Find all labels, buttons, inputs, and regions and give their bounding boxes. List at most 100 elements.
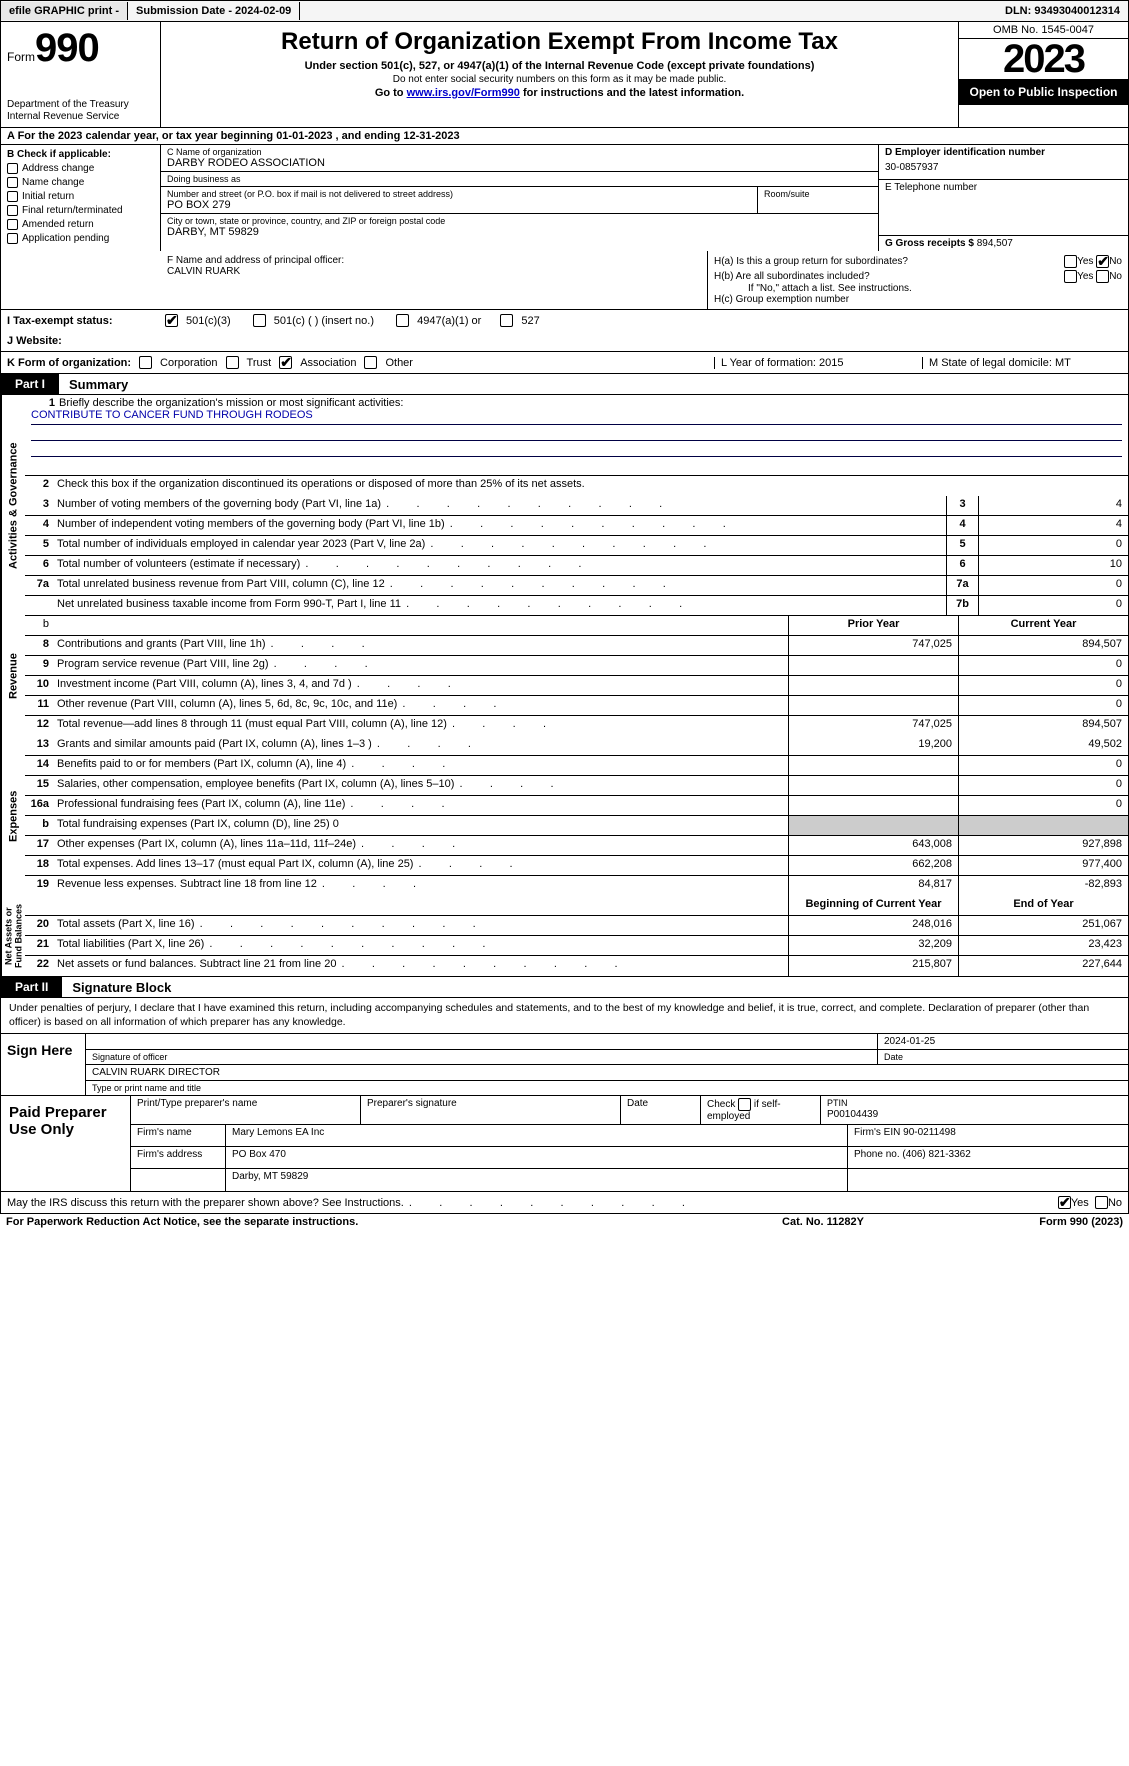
activities-governance-section: Activities & Governance 1 Briefly descri… xyxy=(0,395,1129,616)
efile-print-button[interactable]: efile GRAPHIC print - xyxy=(1,2,128,20)
prep-sig-header: Preparer's signature xyxy=(361,1096,621,1124)
ha-yes-checkbox[interactable] xyxy=(1064,255,1077,268)
exp-line-13: 13 Grants and similar amounts paid (Part… xyxy=(25,736,1128,756)
irs-link[interactable]: www.irs.gov/Form990 xyxy=(407,87,520,99)
discuss-question: May the IRS discuss this return with the… xyxy=(7,1197,1058,1209)
dba-cell: Doing business as xyxy=(161,172,878,187)
paid-preparer-label: Paid Preparer Use Only xyxy=(1,1096,131,1191)
phone-cell: E Telephone number xyxy=(879,180,1128,236)
gov-line-7b: Net unrelated business taxable income fr… xyxy=(25,596,1128,616)
cb-address-change[interactable]: Address change xyxy=(7,163,154,174)
vert-label-net: Net Assets or Fund Balances xyxy=(1,896,25,976)
cb-assoc[interactable] xyxy=(279,356,292,369)
firm-phone-value: (406) 821-3362 xyxy=(902,1149,970,1160)
discuss-preparer-row: May the IRS discuss this return with the… xyxy=(0,1192,1129,1214)
exp-line-16a: 16a Professional fundraising fees (Part … xyxy=(25,796,1128,816)
goto-suffix: for instructions and the latest informat… xyxy=(520,87,744,99)
discuss-yes-label: Yes xyxy=(1071,1197,1089,1209)
line-2-desc: Check this box if the organization disco… xyxy=(53,476,1128,496)
form-page-label: Form 990 (2023) xyxy=(923,1216,1123,1228)
cb-501c3[interactable] xyxy=(165,314,178,327)
cb-trust[interactable] xyxy=(226,356,239,369)
f-h-row: F Name and address of principal officer:… xyxy=(0,251,1129,310)
cb-4947[interactable] xyxy=(396,314,409,327)
exp-line-15: 15 Salaries, other compensation, employe… xyxy=(25,776,1128,796)
exp-line-14: 14 Benefits paid to or for members (Part… xyxy=(25,756,1128,776)
cb-name-change[interactable]: Name change xyxy=(7,177,154,188)
subtitle-section: Under section 501(c), 527, or 4947(a)(1)… xyxy=(171,60,948,72)
firm-addr-label: Firm's address xyxy=(131,1147,226,1168)
website-row: J Website: xyxy=(0,331,1129,352)
hb-note: If "No," attach a list. See instructions… xyxy=(748,283,1122,294)
hc-label: H(c) Group exemption number xyxy=(714,294,1122,305)
firm-addr1: PO Box 470 xyxy=(226,1147,848,1168)
street-label: Number and street (or P.O. box if mail i… xyxy=(167,189,751,199)
lbl-501c3: 501(c)(3) xyxy=(186,315,231,327)
org-name-cell: C Name of organization DARBY RODEO ASSOC… xyxy=(161,145,878,172)
net-assets-section: Net Assets or Fund Balances Beginning of… xyxy=(0,896,1129,977)
discuss-no-checkbox[interactable] xyxy=(1095,1196,1108,1209)
vert-label-governance: Activities & Governance xyxy=(1,395,25,616)
form-header: Form990 Department of the Treasury Inter… xyxy=(0,22,1129,128)
ha-no-checkbox[interactable] xyxy=(1096,255,1109,268)
mission-block: 1 Briefly describe the organization's mi… xyxy=(25,395,1128,476)
discuss-no-label: No xyxy=(1108,1197,1122,1209)
part-1-header: Part I Summary xyxy=(0,374,1129,395)
rev-line-11: 11 Other revenue (Part VIII, column (A),… xyxy=(25,696,1128,716)
vert-label-expenses: Expenses xyxy=(1,736,25,896)
hb-no-label: No xyxy=(1109,271,1122,282)
type-print-label: Type or print name and title xyxy=(86,1081,1128,1095)
cb-amended[interactable]: Amended return xyxy=(7,219,154,230)
part-2-header: Part II Signature Block xyxy=(0,977,1129,998)
state-domicile: M State of legal domicile: MT xyxy=(922,357,1122,369)
cb-other[interactable] xyxy=(364,356,377,369)
hb-yes-checkbox[interactable] xyxy=(1064,270,1077,283)
phone-label: E Telephone number xyxy=(885,182,1122,193)
k-label: K Form of organization: xyxy=(7,357,131,369)
prior-year-header: Prior Year xyxy=(788,616,958,635)
cb-initial-return[interactable]: Initial return xyxy=(7,191,154,202)
lbl-trust: Trust xyxy=(247,357,272,369)
part-2-tag: Part II xyxy=(1,977,62,997)
cb-501c[interactable] xyxy=(253,314,266,327)
website-label: J Website: xyxy=(7,335,62,347)
department-label: Department of the Treasury Internal Reve… xyxy=(7,99,154,123)
exp-line-19: 19 Revenue less expenses. Subtract line … xyxy=(25,876,1128,896)
paid-preparer-block: Paid Preparer Use Only Print/Type prepar… xyxy=(0,1096,1129,1192)
rev-header-row: b Prior Year Current Year xyxy=(25,616,1128,636)
hb-yes-label: Yes xyxy=(1077,271,1093,282)
cb-self-employed[interactable] xyxy=(738,1098,751,1111)
net-line-22: 22 Net assets or fund balances. Subtract… xyxy=(25,956,1128,976)
city-label: City or town, state or province, country… xyxy=(167,216,872,226)
rev-line-8: 8 Contributions and grants (Part VIII, l… xyxy=(25,636,1128,656)
rev-line-10: 10 Investment income (Part VIII, column … xyxy=(25,676,1128,696)
city-value: DARBY, MT 59829 xyxy=(167,226,872,238)
net-line-20: 20 Total assets (Part X, line 16) 248,01… xyxy=(25,916,1128,936)
cb-app-pending[interactable]: Application pending xyxy=(7,233,154,244)
form-prefix: Form xyxy=(7,50,35,64)
end-year-header: End of Year xyxy=(958,896,1128,915)
year-formation: L Year of formation: 2015 xyxy=(714,357,914,369)
cb-corp[interactable] xyxy=(139,356,152,369)
prep-name-header: Print/Type preparer's name xyxy=(131,1096,361,1124)
ha-label: H(a) Is this a group return for subordin… xyxy=(714,256,1064,267)
cb-527[interactable] xyxy=(500,314,513,327)
row-a-tax-year: A For the 2023 calendar year, or tax yea… xyxy=(0,128,1129,145)
gov-line-6: 6 Total number of volunteers (estimate i… xyxy=(25,556,1128,576)
subtitle-link: Go to www.irs.gov/Form990 for instructio… xyxy=(171,87,948,99)
form-number: Form990 xyxy=(7,26,154,71)
current-year-header: Current Year xyxy=(958,616,1128,635)
mission-line-2 xyxy=(31,425,1122,441)
hb-no-checkbox[interactable] xyxy=(1096,270,1109,283)
perjury-declaration: Under penalties of perjury, I declare th… xyxy=(0,998,1129,1034)
top-bar: efile GRAPHIC print - Submission Date - … xyxy=(0,0,1129,22)
cb-name-change-label: Name change xyxy=(22,177,84,188)
dba-label: Doing business as xyxy=(167,174,872,184)
sig-officer-label: Signature of officer xyxy=(86,1050,878,1064)
ein-value: 30-0857937 xyxy=(885,158,1122,177)
cb-final-return[interactable]: Final return/terminated xyxy=(7,205,154,216)
footer-final: For Paperwork Reduction Act Notice, see … xyxy=(0,1214,1129,1230)
submission-date: Submission Date - 2024-02-09 xyxy=(128,2,300,20)
discuss-yes-checkbox[interactable] xyxy=(1058,1196,1071,1209)
firm-ein-value: 90-0211498 xyxy=(903,1127,956,1138)
